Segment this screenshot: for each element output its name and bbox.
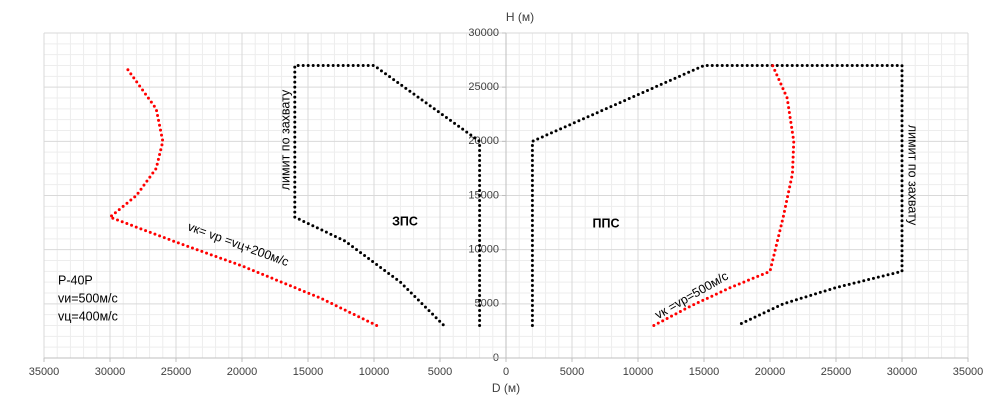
x-tick-label: 30000 — [887, 366, 918, 378]
x-tick-label: 25000 — [161, 366, 192, 378]
x-tick-label: 20000 — [755, 366, 786, 378]
x-axis-title: D (м) — [492, 381, 520, 395]
x-tick-label: 25000 — [821, 366, 852, 378]
x-tick-label: 35000 — [953, 366, 984, 378]
x-tick-label: 30000 — [95, 366, 126, 378]
annotation: лимит по захвату — [906, 125, 920, 226]
x-tick-label: 15000 — [689, 366, 720, 378]
x-tick-label: 20000 — [227, 366, 258, 378]
annotation: vк= vр =vц+200м/с — [186, 220, 291, 270]
annotation: vц=400м/с — [58, 309, 118, 323]
y-tick-label: 25000 — [468, 81, 499, 93]
annotation: vи=500м/с — [58, 291, 118, 305]
x-tick-label: 5000 — [428, 366, 452, 378]
series-line — [293, 64, 482, 327]
series-line — [107, 67, 379, 327]
x-tick-label: 10000 — [359, 366, 390, 378]
x-tick-label: 0 — [503, 366, 509, 378]
y-tick-label: 10000 — [468, 244, 499, 256]
y-tick-label: 15000 — [468, 189, 499, 201]
annotation: лимит по захвату — [278, 89, 292, 190]
y-tick-label: 30000 — [468, 27, 499, 39]
x-tick-label: 35000 — [29, 366, 60, 378]
series-line — [530, 64, 904, 327]
y-axis-title: H (м) — [506, 10, 534, 24]
y-tick-label: 20000 — [468, 135, 499, 147]
x-tick-label: 5000 — [560, 366, 584, 378]
series-line — [652, 64, 796, 327]
x-tick-label: 15000 — [293, 366, 324, 378]
annotation: ЗПС — [392, 214, 418, 228]
y-tick-label: 5000 — [475, 298, 499, 310]
annotation: Р-40Р — [58, 273, 93, 287]
x-tick-label: 10000 — [623, 366, 654, 378]
annotation: ППС — [593, 216, 620, 230]
